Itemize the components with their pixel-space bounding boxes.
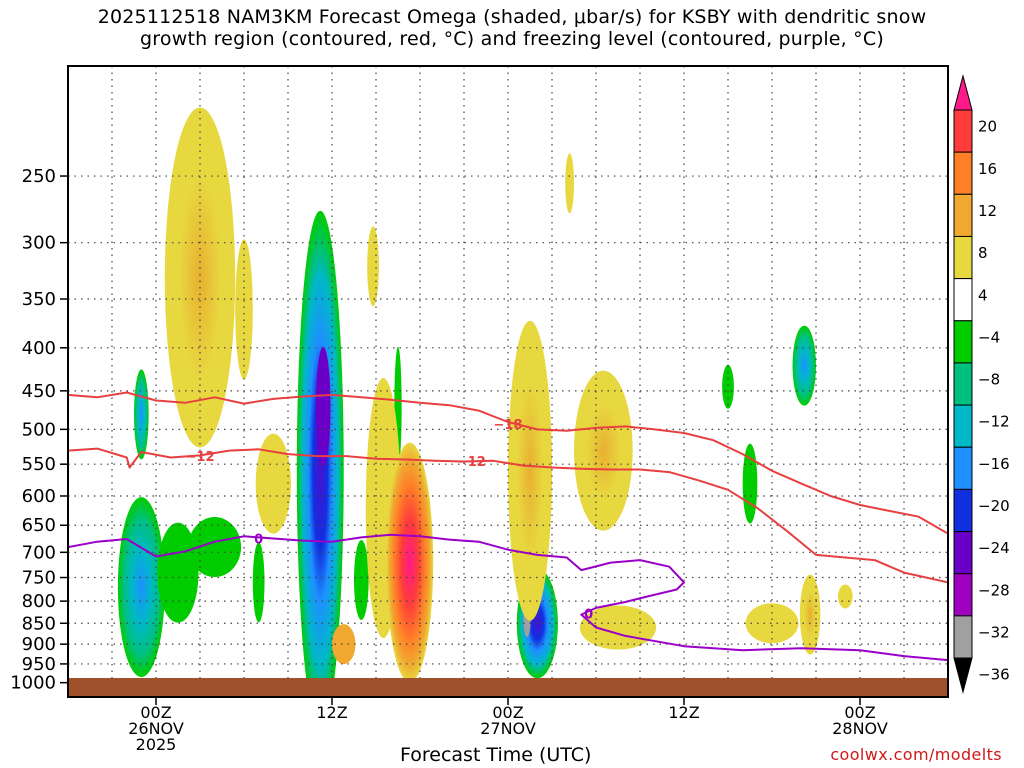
y-tick-label: 700 <box>22 542 56 563</box>
colorbar-label: −8 <box>978 371 1000 389</box>
y-tick-label: 900 <box>22 634 56 655</box>
colorbar-segment <box>953 151 973 195</box>
colorbar-label: −12 <box>978 413 1010 431</box>
omega-upward-cell <box>315 346 331 467</box>
omega-downward-cell <box>164 107 236 448</box>
y-tick-label: 450 <box>22 381 56 402</box>
colorbar-label: −32 <box>978 623 1010 641</box>
y-tick-label: 950 <box>22 654 56 675</box>
contour-label: −12 <box>457 455 486 470</box>
chart-title: 2025112518 NAM3KM Forecast Omega (shaded… <box>0 6 1024 50</box>
contour-minus12 <box>68 447 948 584</box>
contour-label: −18 <box>494 418 523 433</box>
x-tick-label: 27NOV <box>480 719 536 738</box>
omega-downward-cell <box>367 226 379 307</box>
contour-label: 0 <box>584 608 593 623</box>
y-tick-label: 400 <box>22 338 56 359</box>
omega-downward-cell <box>235 239 253 380</box>
colorbar-segment <box>953 278 973 322</box>
colorbar-label: −16 <box>978 455 1010 473</box>
omega-upward-cell <box>157 522 199 623</box>
y-tick-label: 350 <box>22 289 56 310</box>
colorbar-segment <box>953 235 973 280</box>
omega-downward-cell <box>332 624 356 665</box>
contour-minus18 <box>68 391 948 535</box>
y-tick-label: 250 <box>22 166 56 187</box>
omega-upward-cell <box>117 497 165 678</box>
colorbar-bottom-triangle <box>953 657 973 694</box>
colorbar-segment <box>953 193 973 237</box>
x-tick-label: 28NOV <box>832 719 888 738</box>
colorbar-label: −28 <box>978 581 1010 599</box>
colorbar-label: 20 <box>978 118 997 136</box>
chart-title-line1: 2025112518 NAM3KM Forecast Omega (shaded… <box>97 6 927 28</box>
y-tick-label: 800 <box>22 591 56 612</box>
credit-text: coolwx.com/modelts <box>830 745 1002 764</box>
colorbar-label: 16 <box>978 160 997 178</box>
colorbar-segment <box>953 531 973 575</box>
colorbar-segment <box>953 573 973 617</box>
omega-upward-cell <box>792 325 816 406</box>
colorbar-segment <box>953 109 973 153</box>
x-tick-label: 00Z <box>844 703 875 722</box>
omega-upward-cell <box>134 369 149 460</box>
x-tick-label: 26NOV <box>128 719 184 738</box>
omega-upward-cell <box>722 364 734 409</box>
omega-downward-cell <box>799 574 821 655</box>
x-tick-label: 12Z <box>668 703 699 722</box>
colorbar-segment <box>953 320 973 364</box>
x-tick-label: 00Z <box>492 703 523 722</box>
contour-label: −12 <box>186 450 215 465</box>
x-tick-label: 12Z <box>316 703 347 722</box>
colorbar-label: −20 <box>978 497 1010 515</box>
colorbar-label: 4 <box>978 286 988 304</box>
colorbar-segment <box>953 362 973 406</box>
omega-downward-cell <box>745 603 799 644</box>
terrain-ground <box>68 678 948 697</box>
colorbar-segment <box>953 404 973 448</box>
omega-downward-cell <box>508 320 552 621</box>
y-tick-label: 750 <box>22 568 56 589</box>
omega-upward-cell <box>252 542 265 623</box>
x-tick-label: 2025 <box>136 735 177 754</box>
colorbar: 20 16 12 8 4 −4 −8 −12 −16 −20 −24 −28 −32 −36 <box>953 74 1010 694</box>
omega-downward-cell <box>255 433 291 534</box>
contour-label: 0 <box>254 532 263 547</box>
y-tick-label: 650 <box>22 515 56 536</box>
y-tick-label: 600 <box>22 486 56 507</box>
omega-shading <box>117 107 853 697</box>
colorbar-label: 8 <box>978 244 988 262</box>
chart-title-line2: growth region (contoured, red, °C) and f… <box>140 28 884 50</box>
colorbar-label: 12 <box>978 202 997 220</box>
colorbar-segment <box>953 488 973 533</box>
x-tick-label: 00Z <box>140 703 171 722</box>
omega-upward-cell <box>188 517 242 578</box>
colorbar-top-triangle <box>953 74 973 111</box>
y-tick-label: 550 <box>22 454 56 475</box>
colorbar-label: −4 <box>978 328 1000 346</box>
omega-downward-cell <box>574 370 633 531</box>
omega-upward-cell <box>742 443 758 524</box>
y-tick-label: 850 <box>22 613 56 634</box>
x-axis-label: Forecast Time (UTC) <box>400 744 592 766</box>
colorbar-label: −24 <box>978 539 1010 557</box>
omega-upward-cell <box>354 539 369 620</box>
contour-zero-upper <box>68 533 948 662</box>
omega-downward-cell <box>386 442 434 683</box>
colorbar-label: −36 <box>978 666 1010 684</box>
y-tick-label: 500 <box>22 419 56 440</box>
omega-downward-cell <box>838 584 853 609</box>
colorbar-segment <box>953 446 973 490</box>
grid-lines <box>68 66 948 697</box>
colorbar-segment <box>953 615 973 659</box>
y-tick-label: 300 <box>22 233 56 254</box>
y-axis: 2503003504004505005506006507007508008509… <box>10 166 68 694</box>
y-tick-label: 1000 <box>10 673 56 694</box>
omega-downward-cell <box>565 153 574 214</box>
temperature-contours: −18 −12 −12 0 0 <box>68 391 948 662</box>
